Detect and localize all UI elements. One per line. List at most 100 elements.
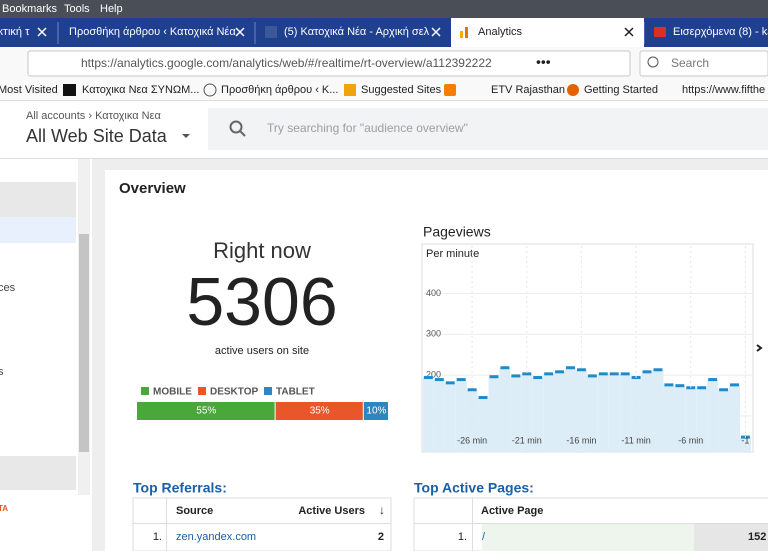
- section-title: Overview: [119, 180, 186, 197]
- x-tick-label: -21 min: [512, 435, 542, 445]
- tab-title[interactable]: Analytics: [478, 26, 523, 38]
- bar: [674, 385, 686, 452]
- bar: [532, 377, 544, 452]
- nav-label[interactable]: s: [0, 366, 4, 378]
- ga-icon: [465, 27, 468, 38]
- bm-icon: [63, 84, 76, 96]
- cell-link[interactable]: zen.yandex.com: [176, 531, 256, 543]
- bar: [455, 379, 467, 452]
- ga-search[interactable]: [208, 108, 768, 150]
- breadcrumb[interactable]: All accounts › Κατοχικα Νεα: [26, 110, 162, 122]
- url-field[interactable]: [27, 50, 631, 77]
- tab-title[interactable]: Προσθήκη άρθρου ‹ Κατοχικά Νέα: [69, 26, 236, 38]
- x-tick-label: -11 min: [621, 435, 650, 445]
- nav-item[interactable]: [0, 456, 76, 490]
- column-header[interactable]: Active Users: [298, 505, 365, 517]
- legend-swatch: [264, 387, 272, 395]
- bm-icon: [444, 84, 456, 96]
- nav-label[interactable]: ces: [0, 282, 16, 294]
- bar-label: 10%: [366, 406, 386, 417]
- nav-item[interactable]: [0, 217, 76, 243]
- bar: [466, 389, 478, 452]
- more[interactable]: •••: [536, 54, 551, 70]
- menu-item[interactable]: Tools: [64, 3, 90, 15]
- bar: [510, 375, 522, 452]
- view-selector[interactable]: All Web Site Data: [26, 126, 168, 146]
- search-icon: [647, 56, 659, 68]
- tab-close[interactable]: [624, 27, 634, 37]
- bar: [652, 369, 664, 452]
- column-header[interactable]: Active Page: [481, 505, 543, 517]
- chart-title: Pageviews: [423, 224, 491, 240]
- nav-item[interactable]: [0, 182, 76, 217]
- legend-swatch: [141, 387, 149, 395]
- menu-item[interactable]: Bookmarks: [2, 3, 58, 15]
- search-field[interactable]: [639, 50, 768, 77]
- gmail-icon: [654, 27, 666, 37]
- bookmark[interactable]: Κατοχικα Νεα ΣΥΝΩΜ...: [82, 84, 199, 96]
- bar: [685, 387, 697, 452]
- fb-icon: [265, 26, 277, 38]
- chart-subtitle: Per minute: [426, 248, 479, 260]
- legend-label: DESKTOP: [210, 387, 258, 398]
- bar: [696, 387, 708, 452]
- active-tab[interactable]: [451, 18, 644, 47]
- table-title: Top Active Pages:: [414, 480, 534, 496]
- dropdown-arrow: [182, 134, 190, 138]
- bar: [433, 379, 445, 452]
- cell: 152: [748, 531, 766, 543]
- bookmark[interactable]: ETV Rajasthan: [491, 84, 565, 96]
- bar: [641, 371, 653, 452]
- scroll-thumb[interactable]: [79, 234, 89, 452]
- search-icon: [229, 120, 243, 134]
- bar: [499, 367, 511, 452]
- bm-icon: [567, 84, 579, 96]
- column-header[interactable]: Source: [176, 505, 213, 517]
- search-placeholder[interactable]: Search: [671, 56, 709, 70]
- bookmark[interactable]: https://www.fifthe: [682, 84, 765, 96]
- bm-icon: [344, 84, 356, 96]
- menu-item[interactable]: Help: [100, 3, 123, 15]
- y-tick-label: 400: [426, 288, 441, 298]
- table: [132, 497, 392, 551]
- sort-icon[interactable]: ↓: [379, 503, 385, 517]
- cell-bg: [694, 524, 768, 551]
- tab-title[interactable]: (5) Κατοχικά Νέα - Αρχική σελ: [284, 26, 430, 38]
- bar-label: 35%: [310, 406, 330, 417]
- bar: [597, 373, 609, 452]
- device-bar: [137, 402, 275, 420]
- bookmark[interactable]: Suggested Sites: [361, 84, 442, 96]
- next-arrow[interactable]: [756, 344, 763, 352]
- bar: [565, 367, 576, 452]
- tab-close[interactable]: [37, 27, 441, 37]
- bar: [608, 373, 620, 452]
- device-bar: [363, 402, 388, 420]
- bookmark[interactable]: Προσθήκη άρθρου ‹ Κ...: [221, 84, 338, 96]
- cell: 1.: [153, 531, 162, 543]
- bar: [575, 369, 587, 452]
- bar: [718, 389, 730, 452]
- bar: [707, 379, 719, 452]
- x-tick-label: -16 min: [566, 435, 596, 445]
- menu-bar: [0, 0, 768, 18]
- bar: [729, 384, 740, 452]
- legend-label: MOBILE: [153, 387, 192, 398]
- url[interactable]: https://analytics.google.com/analytics/w…: [81, 56, 492, 70]
- bar: [488, 376, 500, 452]
- tab-title[interactable]: ктική τ: [0, 26, 30, 38]
- search-placeholder[interactable]: Try searching for "audience overview": [267, 121, 468, 135]
- y-tick-label: 200: [426, 369, 441, 379]
- bookmark[interactable]: Most Visited: [0, 84, 58, 96]
- legend-label: TABLET: [276, 387, 315, 398]
- bar: [619, 373, 631, 452]
- tab-title[interactable]: Εισερχόμενα (8) - kat: [673, 26, 768, 38]
- device-bar: [275, 402, 363, 420]
- nav-label[interactable]: TA: [0, 504, 8, 513]
- cell-bg: [482, 524, 694, 551]
- x-tick-label: -26 min: [457, 435, 487, 445]
- table-title: Top Referrals:: [133, 480, 227, 496]
- cell-link[interactable]: /: [482, 531, 486, 543]
- bar: [543, 373, 555, 452]
- bookmark[interactable]: Getting Started: [584, 84, 658, 96]
